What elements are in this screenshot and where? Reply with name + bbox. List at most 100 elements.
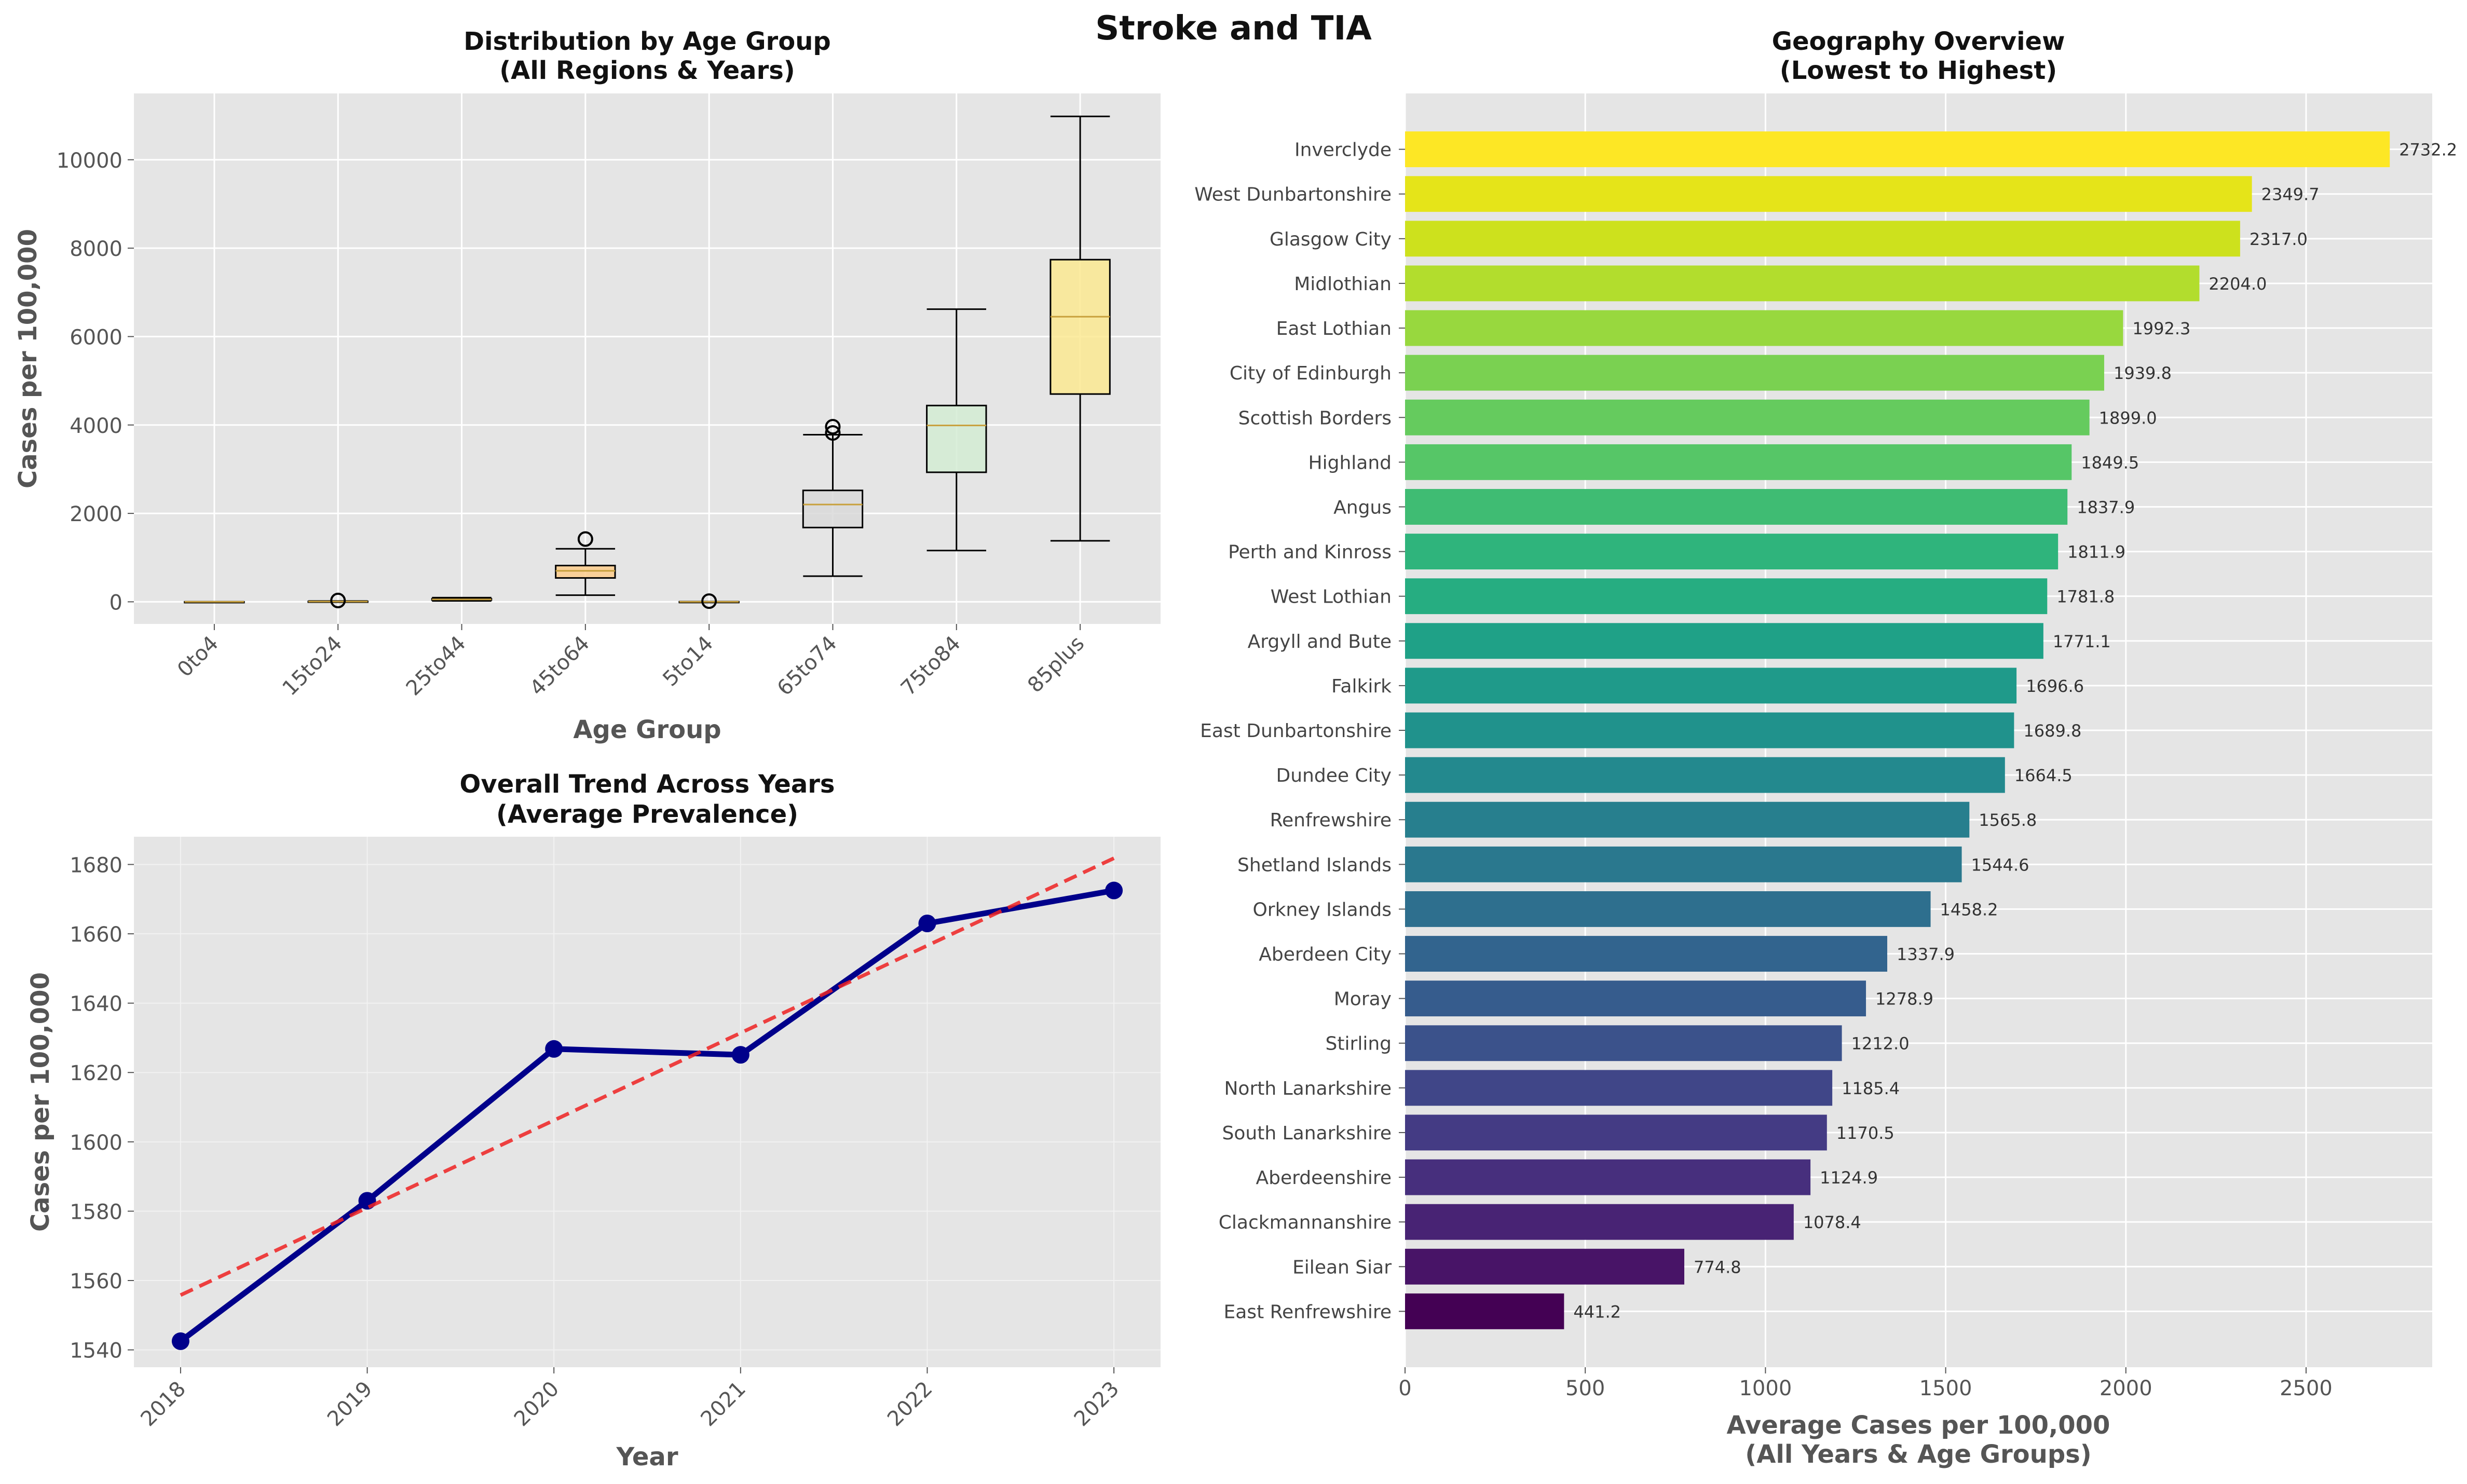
geography-category-label: Highland bbox=[1309, 452, 1392, 473]
geography-bar bbox=[1405, 1114, 1827, 1151]
geography-bar bbox=[1405, 176, 2252, 212]
geography-bar bbox=[1405, 578, 2048, 615]
geography-category-label: Glasgow City bbox=[1270, 229, 1392, 250]
boxplot-x-tick-label: 0to4 bbox=[173, 632, 223, 682]
box-75to84 bbox=[926, 308, 987, 552]
trend-x-tick-label: 2019 bbox=[323, 1377, 377, 1432]
geography-value-label: 1696.6 bbox=[2026, 676, 2084, 696]
geography-x-tick-label: 2000 bbox=[2100, 1377, 2152, 1400]
boxplot-y-tick-label: 8000 bbox=[70, 237, 122, 261]
trend-x-tick-label: 2022 bbox=[883, 1377, 937, 1432]
trend-y-tick-label: 1600 bbox=[70, 1131, 122, 1155]
trend-title-line2: (Average Prevalence) bbox=[496, 800, 798, 829]
box-15to24 bbox=[307, 592, 369, 608]
boxplot-title-line1: Distribution by Age Group bbox=[464, 27, 830, 56]
trend-x-axis-label: Year bbox=[616, 1442, 678, 1472]
trend-y-tick-label: 1560 bbox=[70, 1270, 122, 1294]
trend-y-tick-label: 1660 bbox=[70, 923, 122, 947]
geography-bar bbox=[1405, 1025, 1842, 1061]
geography-x-axis-label-line2: (All Years & Age Groups) bbox=[1745, 1440, 2091, 1469]
geography-bar bbox=[1405, 131, 2390, 168]
box-outlier bbox=[330, 592, 346, 608]
geography-value-label: 1170.5 bbox=[1836, 1123, 1894, 1143]
geography-category-label: West Dunbartonshire bbox=[1194, 184, 1392, 206]
geography-bar bbox=[1405, 1293, 1564, 1329]
geography-category-label: Perth and Kinross bbox=[1228, 542, 1392, 563]
geography-category-label: Scottish Borders bbox=[1238, 407, 1392, 429]
geography-value-label: 1212.0 bbox=[1851, 1034, 1910, 1054]
geography-x-tick-label: 1000 bbox=[1739, 1377, 1792, 1400]
boxplot-x-axis-label: Age Group bbox=[573, 715, 721, 744]
geography-marks: 2732.2 2349.7 2317.0 2204.0 1992.3 1939.8 1899… bbox=[1405, 131, 2457, 1329]
geography-bar bbox=[1405, 399, 2090, 435]
boxplot-y-tick-label: 6000 bbox=[70, 325, 122, 349]
geography-bar bbox=[1405, 712, 2014, 748]
geography-x-tick-label: 500 bbox=[1565, 1377, 1605, 1400]
geography-value-label: 1664.5 bbox=[2014, 766, 2073, 785]
box-0to4 bbox=[184, 601, 245, 604]
geography-bar bbox=[1405, 757, 2005, 793]
geography-category-label: South Lanarkshire bbox=[1222, 1123, 1392, 1144]
geography-value-label: 1837.9 bbox=[2077, 497, 2135, 517]
geography-category-label: Aberdeen City bbox=[1259, 944, 1392, 965]
trend-y-tick-label: 1640 bbox=[70, 992, 122, 1016]
geography-category-label: East Renfrewshire bbox=[1224, 1301, 1392, 1323]
boxplot-y-tick-label: 4000 bbox=[70, 414, 122, 438]
geography-category-label: Renfrewshire bbox=[1270, 810, 1392, 831]
geography-category-label: North Lanarkshire bbox=[1224, 1078, 1392, 1099]
geography-category-label: Moray bbox=[1334, 989, 1392, 1010]
trend-y-tick-label: 1580 bbox=[70, 1200, 122, 1224]
geography-category-label: Shetland Islands bbox=[1237, 854, 1392, 876]
box-25to44 bbox=[431, 596, 493, 602]
geography-bar bbox=[1405, 891, 1931, 927]
geography-category-label: Clackmannanshire bbox=[1219, 1212, 1392, 1233]
geography-value-label: 1458.2 bbox=[1940, 900, 1998, 919]
geography-value-label: 2317.0 bbox=[2250, 229, 2308, 249]
boxplot-title-line2: (All Regions & Years) bbox=[499, 56, 795, 85]
geography-value-label: 1337.9 bbox=[1897, 945, 1955, 964]
trend-plot-area bbox=[134, 837, 1161, 1367]
boxplot-y-axis-label: Cases per 100,000 bbox=[13, 229, 43, 488]
boxplot-plot-area bbox=[134, 93, 1161, 624]
trend-point bbox=[358, 1192, 376, 1210]
geography-bar bbox=[1405, 310, 2123, 346]
geography-category-label: Midlothian bbox=[1294, 274, 1392, 295]
box-body bbox=[1050, 258, 1111, 395]
trend-panel: 1540 1560 1580 1600 1620 1640 1660 1680 2018 2019… bbox=[26, 770, 1161, 1472]
geography-value-label: 2349.7 bbox=[2261, 185, 2320, 205]
geography-category-label: Inverclyde bbox=[1294, 140, 1392, 161]
trend-x-tick-label: 2021 bbox=[696, 1377, 751, 1432]
geography-category-label: Stirling bbox=[1326, 1033, 1392, 1055]
geography-value-label: 774.8 bbox=[1694, 1257, 1741, 1277]
geography-value-label: 1544.6 bbox=[1971, 855, 2029, 875]
box-outlier bbox=[825, 419, 841, 435]
trend-point bbox=[731, 1046, 749, 1064]
geography-x-tick-label: 0 bbox=[1398, 1377, 1411, 1400]
trend-line-dashed bbox=[180, 856, 1115, 1297]
boxplot-marks bbox=[184, 115, 1111, 609]
geography-value-label: 1565.8 bbox=[1979, 810, 2037, 830]
geography-value-label: 1781.8 bbox=[2056, 587, 2115, 607]
geography-x-tick-label: 2500 bbox=[2280, 1377, 2333, 1400]
trend-point bbox=[918, 914, 936, 932]
boxplot-x-tick-label: 85plus bbox=[1023, 632, 1089, 698]
box-body bbox=[555, 565, 616, 579]
geography-bar bbox=[1405, 221, 2240, 257]
trend-marks bbox=[171, 856, 1123, 1350]
boxplot-y-tick-label: 10000 bbox=[57, 149, 122, 173]
geography-category-label: Dundee City bbox=[1276, 765, 1392, 786]
box-5to14 bbox=[678, 593, 740, 609]
boxplot-x-tick-label: 5to14 bbox=[658, 632, 718, 691]
geography-bar bbox=[1405, 489, 2068, 525]
trend-x-tick-label: 2023 bbox=[1070, 1377, 1124, 1432]
trend-grid bbox=[134, 837, 1161, 1367]
geography-ticks: 0 500 1000 1500 2000 2500 Inverclyde West Dunba… bbox=[1194, 140, 2333, 1400]
box-65to74 bbox=[802, 419, 864, 577]
geography-bar bbox=[1405, 1070, 1833, 1106]
geography-bar bbox=[1405, 534, 2059, 570]
trend-x-tick-label: 2018 bbox=[136, 1377, 190, 1432]
boxplot-x-tick-label: 45to64 bbox=[525, 632, 594, 701]
geography-x-axis-label-line1: Average Cases per 100,000 bbox=[1727, 1411, 2110, 1440]
geography-value-label: 1689.8 bbox=[2023, 721, 2081, 741]
geography-value-label: 1078.4 bbox=[1803, 1213, 1861, 1232]
